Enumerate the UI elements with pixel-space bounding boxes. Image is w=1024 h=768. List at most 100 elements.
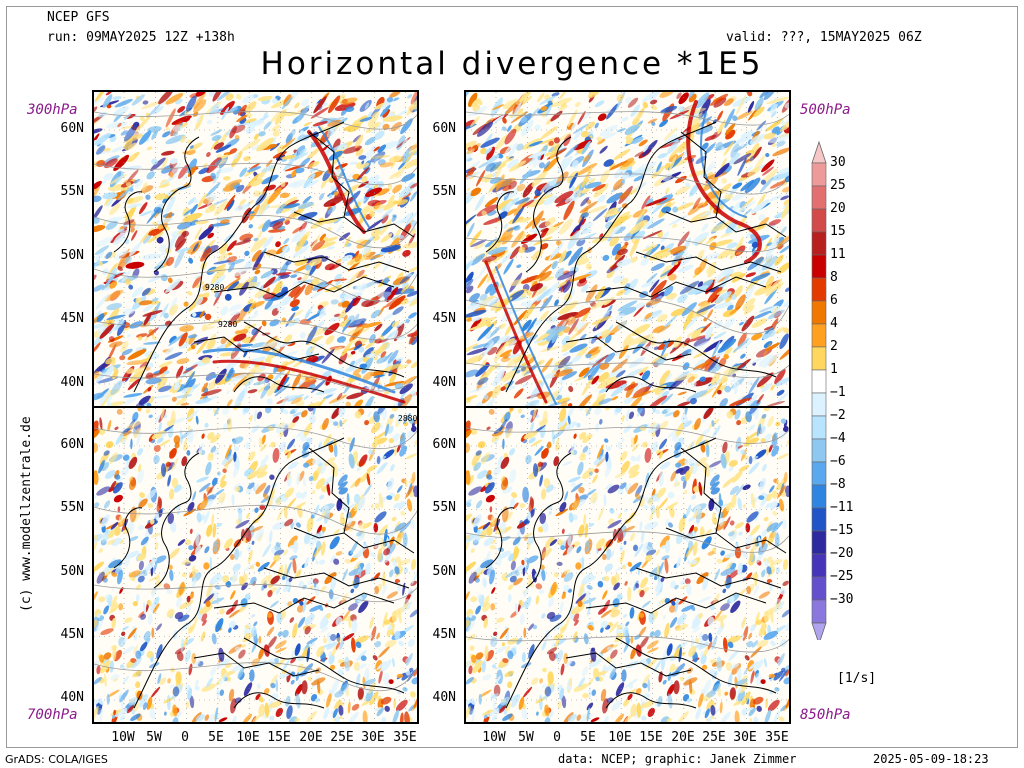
colorbar-segment: [811, 461, 827, 486]
lon-tick-label: 5E: [208, 730, 224, 745]
lon-tick-label: 15E: [639, 730, 663, 745]
colorbar-level-label: −15: [830, 523, 854, 538]
level-label-500: 500hPa: [800, 102, 851, 118]
map-panel-500hpa: [464, 90, 791, 408]
valid-time: valid: ???, 15MAY2025 06Z: [726, 30, 922, 45]
colorbar-level-label: −1: [830, 385, 846, 400]
colorbar-segment: [811, 369, 827, 394]
lon-tick-label: 20E: [671, 730, 695, 745]
colorbar-segment: [811, 277, 827, 302]
contour-label: 2880: [398, 414, 418, 423]
lat-tick-label: 50N: [60, 564, 84, 579]
footer-timestamp: 2025-05-09-18:23: [873, 752, 989, 766]
colorbar-level-label: 4: [830, 316, 838, 331]
colorbar-segment: [811, 507, 827, 532]
lat-tick-label: 40N: [432, 375, 456, 390]
contour-label: 9280: [205, 283, 225, 292]
contour-label: 9280: [218, 320, 238, 329]
lon-tick-label: 30E: [733, 730, 757, 745]
colorbar-segment: [811, 231, 827, 256]
colorbar-level-label: −30: [830, 592, 854, 607]
colorbar-segment: [811, 162, 827, 187]
lat-tick-label: 45N: [60, 627, 84, 642]
lon-tick-label: 0: [181, 730, 189, 745]
colorbar-level-label: 1: [830, 362, 838, 377]
lon-tick-label: 5E: [580, 730, 596, 745]
footer-credits: data: NCEP; graphic: Janek Zimmer: [558, 752, 797, 766]
lon-tick-label: 20E: [299, 730, 323, 745]
colorbar-level-label: −8: [830, 477, 846, 492]
colorbar-level-label: 25: [830, 178, 846, 193]
colorbar-unit: [1/s]: [837, 671, 877, 686]
lat-tick-label: 40N: [60, 690, 84, 705]
lon-tick-label: 35E: [765, 730, 789, 745]
colorbar-level-label: −20: [830, 546, 854, 561]
lon-tick-label: 30E: [361, 730, 385, 745]
colorbar-level-label: −25: [830, 569, 854, 584]
run-info: run: 09MAY2025 12Z +138h: [47, 30, 235, 45]
colorbar-segment: [811, 346, 827, 371]
colorbar-level-label: 15: [830, 224, 846, 239]
model-name: NCEP GFS: [47, 10, 110, 25]
lat-tick-label: 50N: [432, 248, 456, 263]
colorbar: [811, 140, 827, 640]
lat-tick-label: 50N: [60, 248, 84, 263]
colorbar-segment: [811, 300, 827, 325]
lat-tick-label: 60N: [60, 437, 84, 452]
colorbar-segment: [811, 254, 827, 279]
colorbar-segment: [811, 415, 827, 440]
lon-tick-label: 25E: [330, 730, 354, 745]
lat-tick-label: 45N: [60, 311, 84, 326]
lon-tick-label: 5W: [146, 730, 162, 745]
colorbar-bottom-triangle: [811, 622, 827, 640]
lat-tick-label: 55N: [60, 500, 84, 515]
lon-tick-label: 5W: [518, 730, 534, 745]
map-panel-850hpa: [464, 406, 791, 724]
lat-tick-label: 60N: [432, 437, 456, 452]
chart-title: Horizontal divergence *1E5: [260, 46, 764, 82]
lat-tick-label: 40N: [60, 375, 84, 390]
level-label-700: 700hPa: [27, 707, 78, 723]
lat-tick-label: 45N: [432, 311, 456, 326]
colorbar-segment: [811, 576, 827, 601]
footer-grads: GrADS: COLA/IGES: [5, 753, 108, 766]
colorbar-level-label: 11: [830, 247, 846, 262]
lat-tick-label: 50N: [432, 564, 456, 579]
colorbar-segment: [811, 599, 827, 624]
lat-tick-label: 45N: [432, 627, 456, 642]
map-panel-700hpa: [92, 406, 419, 724]
lon-tick-label: 10E: [608, 730, 632, 745]
lat-tick-label: 60N: [60, 121, 84, 136]
colorbar-segment: [811, 553, 827, 578]
colorbar-level-label: −2: [830, 408, 846, 423]
map-panel-300hpa: [92, 90, 419, 408]
lat-tick-label: 55N: [432, 500, 456, 515]
colorbar-level-label: 20: [830, 201, 846, 216]
copyright-vertical: (c) www.modellzentrale.de: [19, 416, 34, 612]
colorbar-segment: [811, 208, 827, 233]
lon-tick-label: 15E: [267, 730, 291, 745]
level-label-850: 850hPa: [800, 707, 851, 723]
colorbar-level-label: −11: [830, 500, 854, 515]
colorbar-level-label: 6: [830, 293, 838, 308]
colorbar-level-label: −4: [830, 431, 846, 446]
colorbar-level-label: 30: [830, 155, 846, 170]
colorbar-segment: [811, 484, 827, 509]
lon-tick-label: 10W: [111, 730, 135, 745]
colorbar-level-label: 8: [830, 270, 838, 285]
level-label-300: 300hPa: [27, 102, 78, 118]
colorbar-segment: [811, 323, 827, 348]
colorbar-top-triangle: [811, 140, 827, 164]
colorbar-segment: [811, 530, 827, 555]
lon-tick-label: 0: [553, 730, 561, 745]
lat-tick-label: 55N: [60, 184, 84, 199]
image-frame: [6, 6, 1018, 748]
colorbar-level-label: −6: [830, 454, 846, 469]
colorbar-segment: [811, 438, 827, 463]
lat-tick-label: 60N: [432, 121, 456, 136]
lat-tick-label: 55N: [432, 184, 456, 199]
lon-tick-label: 10E: [236, 730, 260, 745]
colorbar-segment: [811, 392, 827, 417]
lat-tick-label: 40N: [432, 690, 456, 705]
colorbar-level-label: 2: [830, 339, 838, 354]
